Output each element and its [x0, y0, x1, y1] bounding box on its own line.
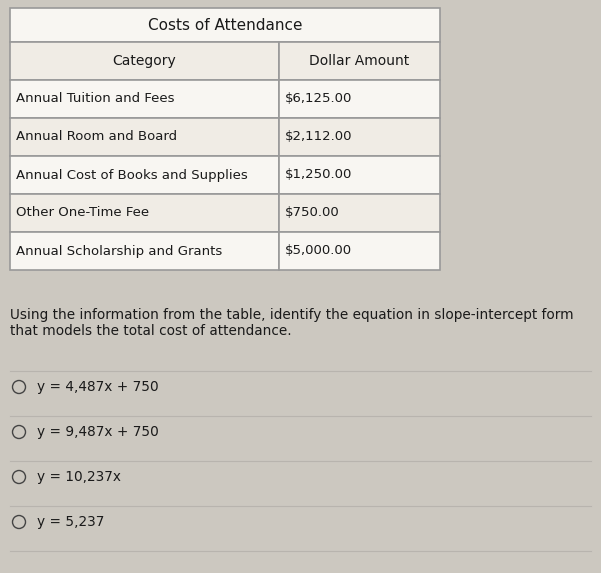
Bar — [279, 156, 440, 194]
Bar — [279, 232, 440, 270]
Bar — [279, 194, 440, 232]
Text: Annual Room and Board: Annual Room and Board — [16, 131, 177, 143]
Bar — [10, 8, 440, 42]
Text: $1,250.00: $1,250.00 — [285, 168, 352, 182]
Text: $5,000.00: $5,000.00 — [285, 245, 352, 257]
Bar — [10, 118, 279, 156]
Text: y = 9,487x + 750: y = 9,487x + 750 — [37, 425, 159, 439]
Bar — [10, 80, 279, 118]
Bar — [279, 118, 440, 156]
Bar — [279, 80, 440, 118]
Bar — [10, 194, 279, 232]
Text: y = 5,237: y = 5,237 — [37, 515, 105, 529]
Text: Costs of Attendance: Costs of Attendance — [148, 18, 302, 33]
Text: Dollar Amount: Dollar Amount — [310, 54, 409, 68]
Text: Using the information from the table, identify the equation in slope-intercept f: Using the information from the table, id… — [10, 308, 573, 338]
Text: $750.00: $750.00 — [285, 206, 340, 219]
Text: Annual Tuition and Fees: Annual Tuition and Fees — [16, 92, 174, 105]
Text: Other One-Time Fee: Other One-Time Fee — [16, 206, 149, 219]
Bar — [10, 156, 279, 194]
Text: $6,125.00: $6,125.00 — [285, 92, 352, 105]
Text: $2,112.00: $2,112.00 — [285, 131, 352, 143]
Text: Category: Category — [112, 54, 176, 68]
Text: y = 10,237x: y = 10,237x — [37, 470, 121, 484]
Bar — [10, 232, 279, 270]
Text: Annual Scholarship and Grants: Annual Scholarship and Grants — [16, 245, 222, 257]
Text: Annual Cost of Books and Supplies: Annual Cost of Books and Supplies — [16, 168, 248, 182]
Bar — [10, 42, 279, 80]
Text: y = 4,487x + 750: y = 4,487x + 750 — [37, 380, 159, 394]
Bar — [279, 42, 440, 80]
